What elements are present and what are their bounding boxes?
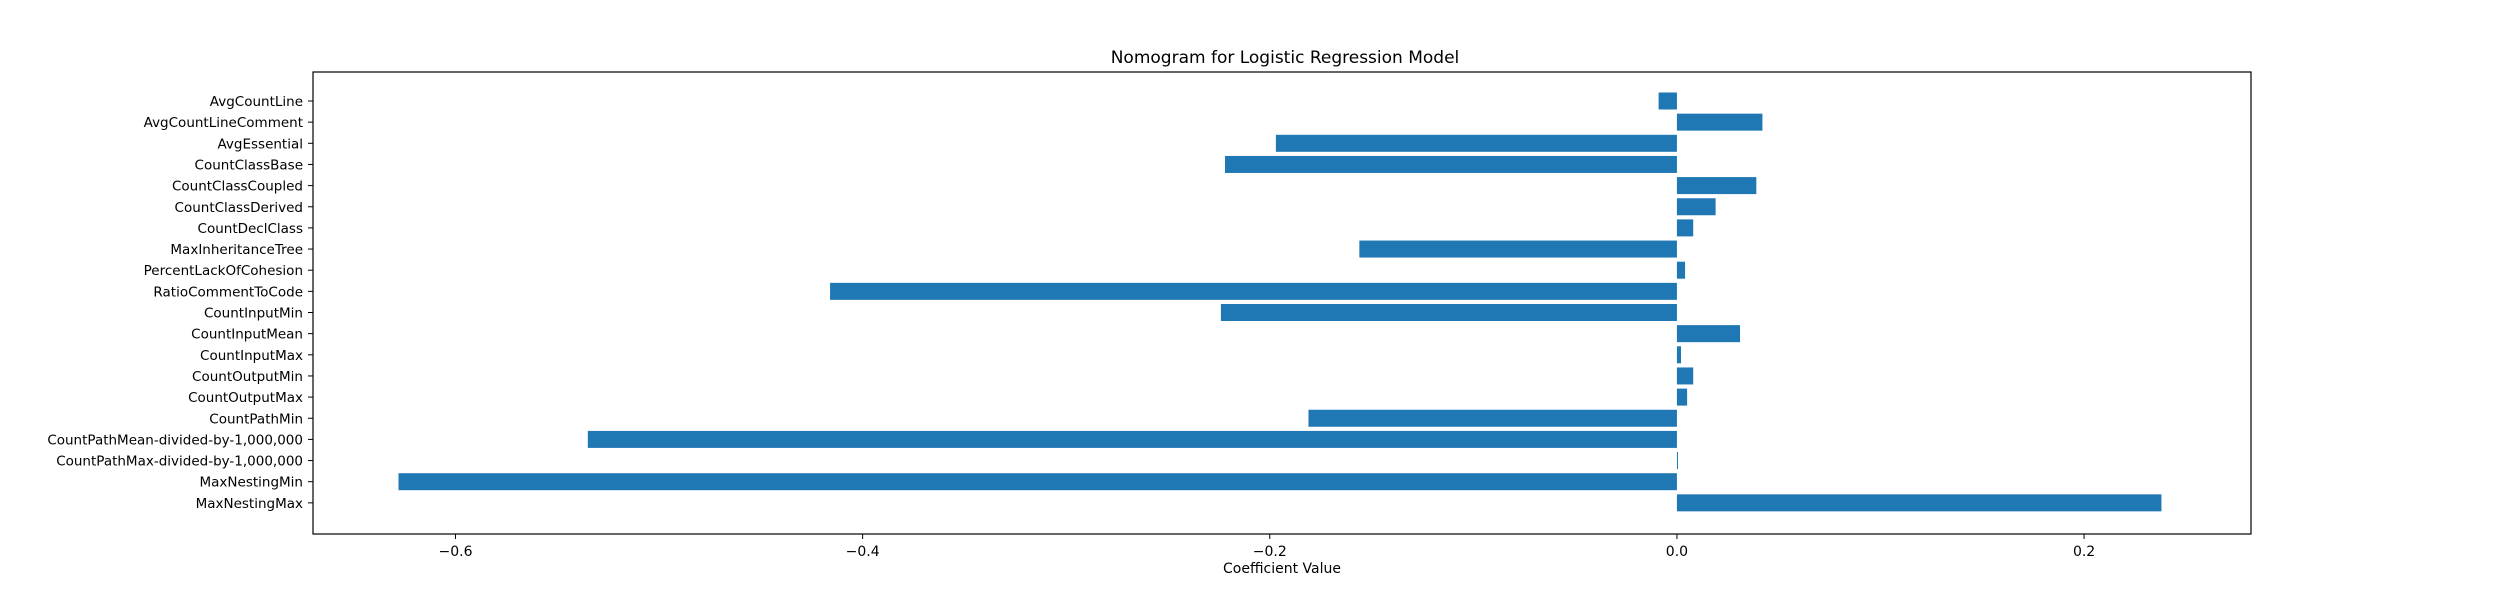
y-tick-label: MaxInheritanceTree: [170, 242, 303, 258]
bar-countinputmin: [1220, 304, 1677, 321]
y-tick-label: RatioCommentToCode: [153, 284, 303, 300]
bar-countoutputmin: [1676, 367, 1694, 385]
y-tick-label: CountClassDerived: [175, 200, 303, 216]
bar-countclassbase: [1225, 155, 1677, 173]
bar-countdeclclass: [1676, 219, 1694, 237]
y-tick-label: AvgEssential: [217, 136, 303, 152]
y-tick-label: AvgCountLineComment: [144, 115, 303, 131]
chart-title: Nomogram for Logistic Regression Model: [1111, 48, 1460, 68]
bar-avgessential: [1275, 134, 1677, 152]
bar-percentlackofcohesion: [1676, 261, 1686, 279]
y-tick-label: AvgCountLine: [210, 94, 303, 110]
y-tick-label: CountPathMean-divided-by-1,000,000: [47, 432, 303, 448]
x-tick-label: −0.6: [439, 544, 473, 560]
x-axis-label: Coefficient Value: [1223, 561, 1341, 577]
y-tick-label: PercentLackOfCohesion: [144, 263, 303, 279]
bars-layer: [398, 92, 2162, 512]
y-tick-label: CountOutputMax: [188, 390, 303, 406]
y-tick-label: CountClassCoupled: [172, 179, 303, 195]
y-tick-label: CountInputMin: [204, 306, 303, 322]
bar-maxnestingmin: [398, 473, 1677, 491]
y-tick-label: CountPathMax-divided-by-1,000,000: [56, 454, 303, 470]
bar-countclassderived: [1676, 198, 1716, 216]
bar-avgcountlinecomment: [1676, 113, 1763, 131]
y-tick-label: CountOutputMin: [192, 369, 303, 385]
y-axis: AvgCountLine AvgCountLineComment AvgEssent…: [47, 94, 313, 512]
bar-countpathmean-divided-by-1-000-000: [587, 430, 1677, 448]
bar-countpathmin: [1308, 409, 1677, 427]
bar-ratiocommenttocode: [830, 282, 1677, 300]
plot-area-frame: [312, 71, 2252, 535]
y-tick-label: CountClassBase: [195, 157, 303, 173]
x-tick-label: 0.0: [1666, 544, 1688, 560]
bar-countinputmax: [1676, 346, 1681, 364]
bar-countinputmean: [1676, 325, 1741, 343]
y-tick-label: MaxNestingMin: [200, 475, 303, 491]
x-tick-label: 0.2: [2073, 544, 2095, 560]
y-tick-label: CountInputMean: [191, 327, 303, 343]
y-tick-label: CountDeclClass: [198, 221, 303, 237]
bar-countoutputmax: [1676, 388, 1688, 406]
x-axis: −0.6 −0.4 −0.2 0.0 0.2: [439, 534, 2095, 560]
bar-countclasscoupled: [1676, 177, 1757, 195]
bar-maxnestingmax: [1676, 494, 2162, 512]
y-tick-label: CountPathMin: [209, 411, 303, 427]
y-tick-label: MaxNestingMax: [196, 496, 303, 512]
x-tick-label: −0.4: [846, 544, 880, 560]
bar-countpathmax-divided-by-1-000-000: [1676, 452, 1678, 470]
y-tick-label: CountInputMax: [200, 348, 303, 364]
bar-maxinheritancetree: [1359, 240, 1677, 258]
bar-avgcountline: [1658, 92, 1677, 110]
x-tick-label: −0.2: [1253, 544, 1287, 560]
